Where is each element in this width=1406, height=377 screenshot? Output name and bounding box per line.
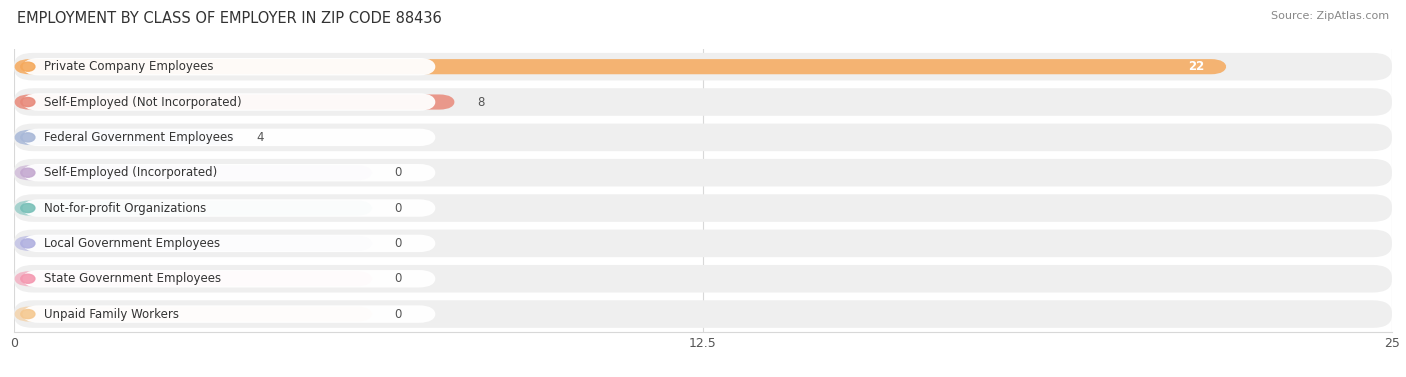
Text: Private Company Employees: Private Company Employees: [45, 60, 214, 73]
FancyBboxPatch shape: [14, 53, 1392, 80]
Circle shape: [21, 239, 35, 248]
FancyBboxPatch shape: [14, 59, 1226, 74]
Circle shape: [21, 133, 35, 142]
Text: 0: 0: [394, 272, 402, 285]
FancyBboxPatch shape: [14, 165, 373, 180]
FancyBboxPatch shape: [14, 159, 1392, 187]
Circle shape: [21, 62, 35, 71]
Text: 0: 0: [394, 308, 402, 320]
FancyBboxPatch shape: [14, 124, 1392, 151]
FancyBboxPatch shape: [14, 236, 373, 251]
Text: Federal Government Employees: Federal Government Employees: [45, 131, 233, 144]
FancyBboxPatch shape: [22, 234, 436, 252]
Text: 8: 8: [477, 95, 485, 109]
FancyBboxPatch shape: [22, 305, 436, 323]
FancyBboxPatch shape: [14, 201, 373, 216]
FancyBboxPatch shape: [14, 300, 1392, 328]
FancyBboxPatch shape: [22, 199, 436, 217]
Text: State Government Employees: State Government Employees: [45, 272, 222, 285]
FancyBboxPatch shape: [14, 130, 235, 145]
Circle shape: [21, 98, 35, 107]
FancyBboxPatch shape: [22, 270, 436, 288]
FancyBboxPatch shape: [14, 230, 1392, 257]
FancyBboxPatch shape: [22, 164, 436, 181]
Text: Self-Employed (Not Incorporated): Self-Employed (Not Incorporated): [45, 95, 242, 109]
FancyBboxPatch shape: [14, 265, 1392, 293]
Circle shape: [21, 204, 35, 213]
Text: Local Government Employees: Local Government Employees: [45, 237, 221, 250]
FancyBboxPatch shape: [22, 129, 436, 146]
Circle shape: [21, 274, 35, 283]
Text: 0: 0: [394, 202, 402, 215]
FancyBboxPatch shape: [14, 194, 1392, 222]
FancyBboxPatch shape: [22, 58, 436, 75]
Circle shape: [21, 310, 35, 319]
Text: 0: 0: [394, 237, 402, 250]
FancyBboxPatch shape: [14, 95, 456, 110]
Text: 0: 0: [394, 166, 402, 179]
FancyBboxPatch shape: [22, 93, 436, 111]
Circle shape: [21, 168, 35, 177]
Text: Unpaid Family Workers: Unpaid Family Workers: [45, 308, 180, 320]
Text: 22: 22: [1188, 60, 1205, 73]
Text: Self-Employed (Incorporated): Self-Employed (Incorporated): [45, 166, 218, 179]
FancyBboxPatch shape: [14, 271, 373, 286]
Text: 4: 4: [256, 131, 264, 144]
Text: Not-for-profit Organizations: Not-for-profit Organizations: [45, 202, 207, 215]
Text: Source: ZipAtlas.com: Source: ZipAtlas.com: [1271, 11, 1389, 21]
FancyBboxPatch shape: [14, 307, 373, 322]
Text: EMPLOYMENT BY CLASS OF EMPLOYER IN ZIP CODE 88436: EMPLOYMENT BY CLASS OF EMPLOYER IN ZIP C…: [17, 11, 441, 26]
FancyBboxPatch shape: [14, 88, 1392, 116]
